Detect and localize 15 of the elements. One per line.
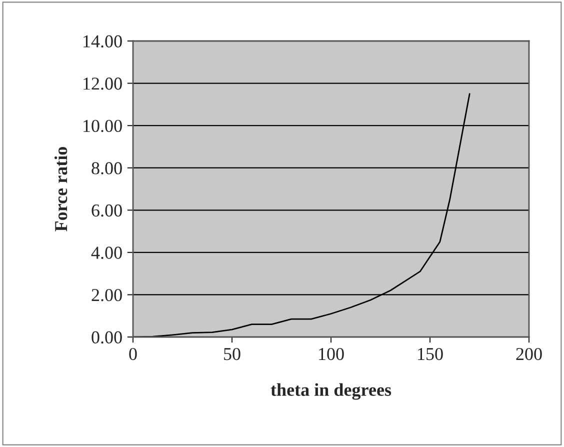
x-tick-label: 150 bbox=[418, 348, 443, 360]
x-axis-title: theta in degrees bbox=[270, 383, 392, 400]
x-tick-label: 50 bbox=[224, 348, 240, 360]
y-axis-title: Force ratio bbox=[54, 146, 68, 232]
y-tick-label: 2.00 bbox=[92, 288, 122, 302]
x-tick-label: 200 bbox=[516, 348, 542, 360]
y-tick-label: 14.00 bbox=[84, 35, 122, 48]
y-tick-label: 12.00 bbox=[84, 78, 122, 90]
x-tick-label: 100 bbox=[319, 348, 344, 360]
x-tick-label: 0 bbox=[129, 348, 137, 360]
y-tick-label: 4.00 bbox=[91, 246, 122, 259]
y-tick-label: 8.00 bbox=[92, 162, 122, 174]
y-tick-label: 6.00 bbox=[92, 204, 122, 217]
y-tick-label: 0.00 bbox=[92, 331, 122, 344]
y-tick-label: 10.00 bbox=[84, 120, 122, 132]
